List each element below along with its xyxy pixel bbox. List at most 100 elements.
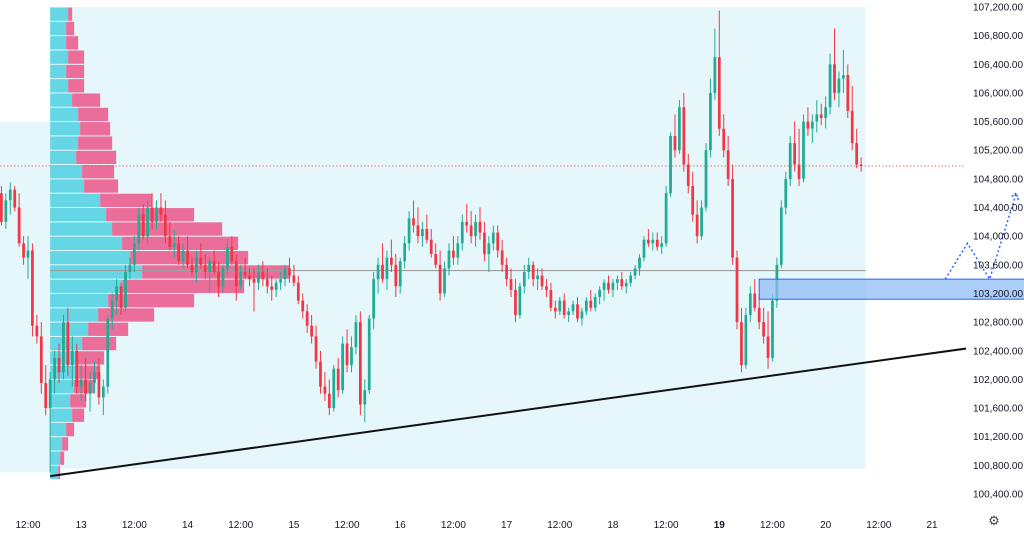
candle-body [491,232,495,244]
candle-body [88,382,92,394]
candle-body [859,164,863,166]
candle-body [279,279,282,283]
volume-profile-up-bar [50,122,81,136]
volume-profile-up-bar [50,50,69,64]
candle-body [664,193,668,244]
candle-body [500,250,504,265]
x-axis-tick-label: 17 [501,520,513,531]
volume-profile-down-bar [78,136,113,150]
candle-body [784,178,788,208]
candle-body [75,350,79,387]
candle-body [385,257,389,280]
candle-body [841,75,845,79]
candle-body [93,372,96,383]
candle-body [17,207,21,244]
y-axis-tick-label: 104,400.00 [973,203,1023,214]
y-axis-tick-label: 107,200.00 [973,3,1023,14]
candle-body [243,271,247,276]
candle-body [465,221,469,226]
candle-body [837,78,841,93]
candle-body [695,214,699,237]
candle-body [704,150,708,208]
candle-body [505,264,508,280]
candle-body [478,221,482,233]
volume-profile-down-bar [122,236,239,250]
x-axis-tick-label: 18 [607,520,619,531]
candle-body [22,243,25,258]
candle-body [522,271,526,287]
support-zone-rectangle[interactable] [758,278,1024,300]
candle-body [354,322,358,348]
candle-body [345,343,349,366]
x-axis-tick-label: 12:00 [866,520,891,531]
candle-body [740,322,743,366]
candle-body [212,261,216,272]
candle-body [598,289,602,298]
candle-body [443,268,446,294]
candle-body [558,300,562,312]
y-axis-tick-label: 102,400.00 [973,346,1023,357]
candle-body [762,322,765,337]
candle-body [722,128,726,151]
x-axis-tick-label: 12:00 [441,520,466,531]
candle-body [602,282,606,290]
candle-body [141,214,145,237]
candle-body [62,322,65,373]
ascending-trendline[interactable] [50,338,1024,478]
candle-body [633,268,637,276]
volume-profile-down-bar [108,293,195,308]
axis-settings-icon[interactable]: ⚙ [988,513,1000,528]
volume-profile-up-bar [50,422,67,437]
volume-profile-up-bar [50,222,113,236]
candle-body [292,275,296,283]
candle-body [265,279,269,287]
candle-body [425,229,429,240]
candle-body [412,218,415,226]
x-axis-tick-label: 13 [76,520,88,531]
candle-body [146,207,150,237]
candle-body [310,325,313,337]
candle-body [647,239,650,244]
volume-profile-down-bar [72,93,101,107]
volume-profile-up-bar [50,437,63,451]
candle-body [172,243,176,247]
candle-body [4,200,8,222]
y-axis-tick-label: 105,600.00 [973,117,1023,128]
candle-body [753,293,757,308]
candle-body [394,264,398,287]
candle-body [429,239,433,255]
candle-body [496,232,500,251]
candle-body [678,107,681,151]
volume-profile-down-bar [58,465,61,480]
candle-body [744,314,748,366]
candle-body [398,261,402,287]
volume-profile-down-bar [72,408,85,422]
candle-body [274,282,278,290]
candle-body [850,110,854,144]
x-axis-tick-label: 12:00 [228,520,253,531]
candle-body [177,243,181,262]
candle-body [536,275,539,280]
candle-body [31,250,34,326]
candle-body [828,64,832,108]
volume-profile-up-bar [50,251,131,265]
candle-body [159,207,163,215]
volume-profile-up-bar [50,36,67,50]
volume-profile-down-bar [80,122,111,136]
x-axis-tick-label: 12:00 [335,520,360,531]
volume-profile-down-bar [122,279,245,293]
candle-body [593,297,597,308]
candle-body [779,207,783,265]
candle-body [833,64,836,93]
projection-path[interactable] [944,192,1017,281]
candle-body [226,246,229,269]
candle-body [527,264,531,272]
candle-body [793,143,797,165]
y-axis-tick-label: 104,000.00 [973,232,1023,243]
candle-body [327,393,331,409]
x-axis-tick-label: 12:00 [122,520,147,531]
candle-body [84,379,87,394]
candle-body [48,379,52,409]
